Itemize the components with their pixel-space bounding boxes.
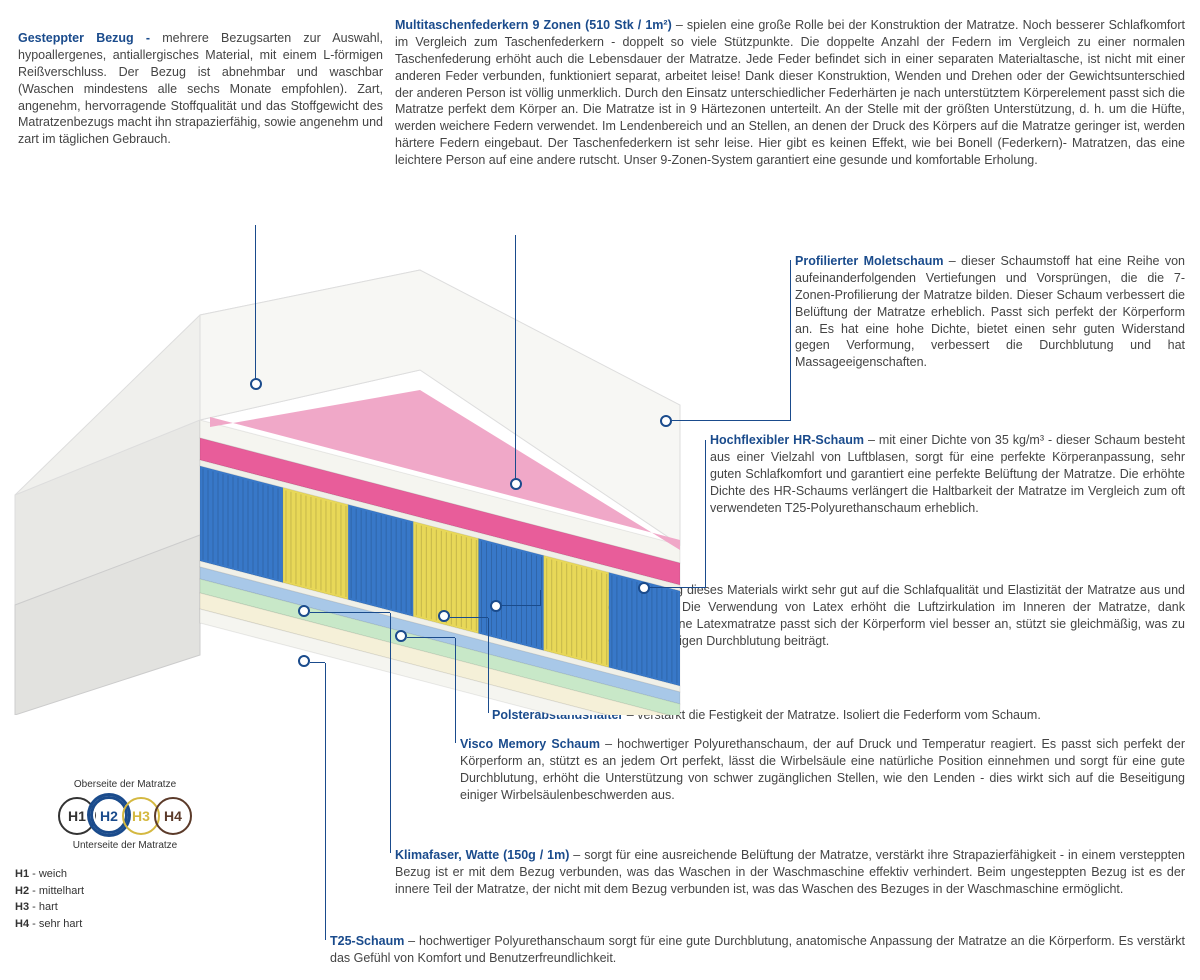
title-gesteppt: Gesteppter Bezug - xyxy=(18,31,162,45)
hardness-legend: Oberseite der Matratze H1H2H3H4 Untersei… xyxy=(15,778,235,932)
line-profiliert xyxy=(672,420,790,421)
legend-bottom-label: Unterseite der Matratze xyxy=(15,839,235,853)
title-t25: T25-Schaum xyxy=(330,934,404,948)
dot-latex xyxy=(490,600,502,612)
line-hochflex-v xyxy=(705,440,706,588)
legend-circle-h4: H4 xyxy=(154,797,192,835)
dot-gesteppt xyxy=(250,378,262,390)
line-gesteppt xyxy=(255,225,256,380)
line-hochflex xyxy=(650,587,705,588)
legend-row-h1: H1 - weich xyxy=(15,866,235,883)
section-profiliert: Profilierter Moletschaum – dieser Schaum… xyxy=(795,253,1185,371)
line-klima xyxy=(310,612,390,613)
text-profiliert: – dieser Schaumstoff hat eine Reihe von … xyxy=(795,254,1185,369)
title-klima: Klimafaser, Watte (150g / 1m) xyxy=(395,848,569,862)
dot-t25 xyxy=(298,655,310,667)
line-t25-v xyxy=(325,663,326,940)
dot-klima xyxy=(298,605,310,617)
legend-list: H1 - weichH2 - mittelhartH3 - hartH4 - s… xyxy=(15,866,235,932)
title-hochflex: Hochflexibler HR-Schaum xyxy=(710,433,864,447)
title-visco: Visco Memory Schaum xyxy=(460,737,600,751)
line-profiliert-v xyxy=(790,260,791,421)
section-visco: Visco Memory Schaum – hochwertiger Polyu… xyxy=(460,736,1185,804)
section-hochflex: Hochflexibler HR-Schaum – mit einer Dich… xyxy=(710,432,1185,516)
dot-hochflex xyxy=(638,582,650,594)
dot-profiliert xyxy=(660,415,672,427)
line-latex-v xyxy=(540,590,541,606)
dot-visco xyxy=(395,630,407,642)
legend-row-h3: H3 - hart xyxy=(15,899,235,916)
title-profiliert: Profilierter Moletschaum xyxy=(795,254,943,268)
legend-row-h4: H4 - sehr hart xyxy=(15,916,235,933)
mattress-diagram xyxy=(0,245,700,715)
dot-multi xyxy=(510,478,522,490)
section-gesteppt: Gesteppter Bezug - mehrere Bezugsarten z… xyxy=(18,30,383,148)
legend-row-h2: H2 - mittelhart xyxy=(15,883,235,900)
text-gesteppt: mehrere Bezugsarten zur Auswahl, hypoall… xyxy=(18,31,383,146)
text-multitaschen: – spielen eine große Rolle bei der Konst… xyxy=(395,18,1185,167)
line-latex xyxy=(502,605,540,606)
section-klima: Klimafaser, Watte (150g / 1m) – sorgt fü… xyxy=(395,847,1185,898)
title-multitaschen: Multitaschenfederkern 9 Zonen (510 Stk /… xyxy=(395,18,672,32)
line-visco-v xyxy=(455,638,456,743)
section-t25: T25-Schaum – hochwertiger Polyurethansch… xyxy=(330,933,1185,967)
section-multitaschen: Multitaschenfederkern 9 Zonen (510 Stk /… xyxy=(395,17,1185,169)
legend-top-label: Oberseite der Matratze xyxy=(15,778,235,792)
line-klima-v xyxy=(390,613,391,853)
line-polster-v xyxy=(488,618,489,713)
legend-circles: H1H2H3H4 xyxy=(15,796,235,835)
text-t25: – hochwertiger Polyurethanschaum sorgt f… xyxy=(330,934,1185,965)
line-visco xyxy=(407,637,455,638)
line-multi xyxy=(515,235,516,480)
line-t25 xyxy=(310,662,325,663)
line-polster xyxy=(450,617,488,618)
dot-polster xyxy=(438,610,450,622)
